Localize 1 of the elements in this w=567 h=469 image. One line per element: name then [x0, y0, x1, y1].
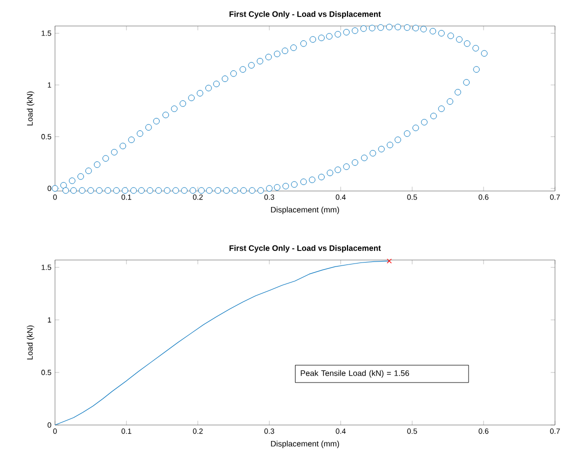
- line-series: [54, 260, 390, 426]
